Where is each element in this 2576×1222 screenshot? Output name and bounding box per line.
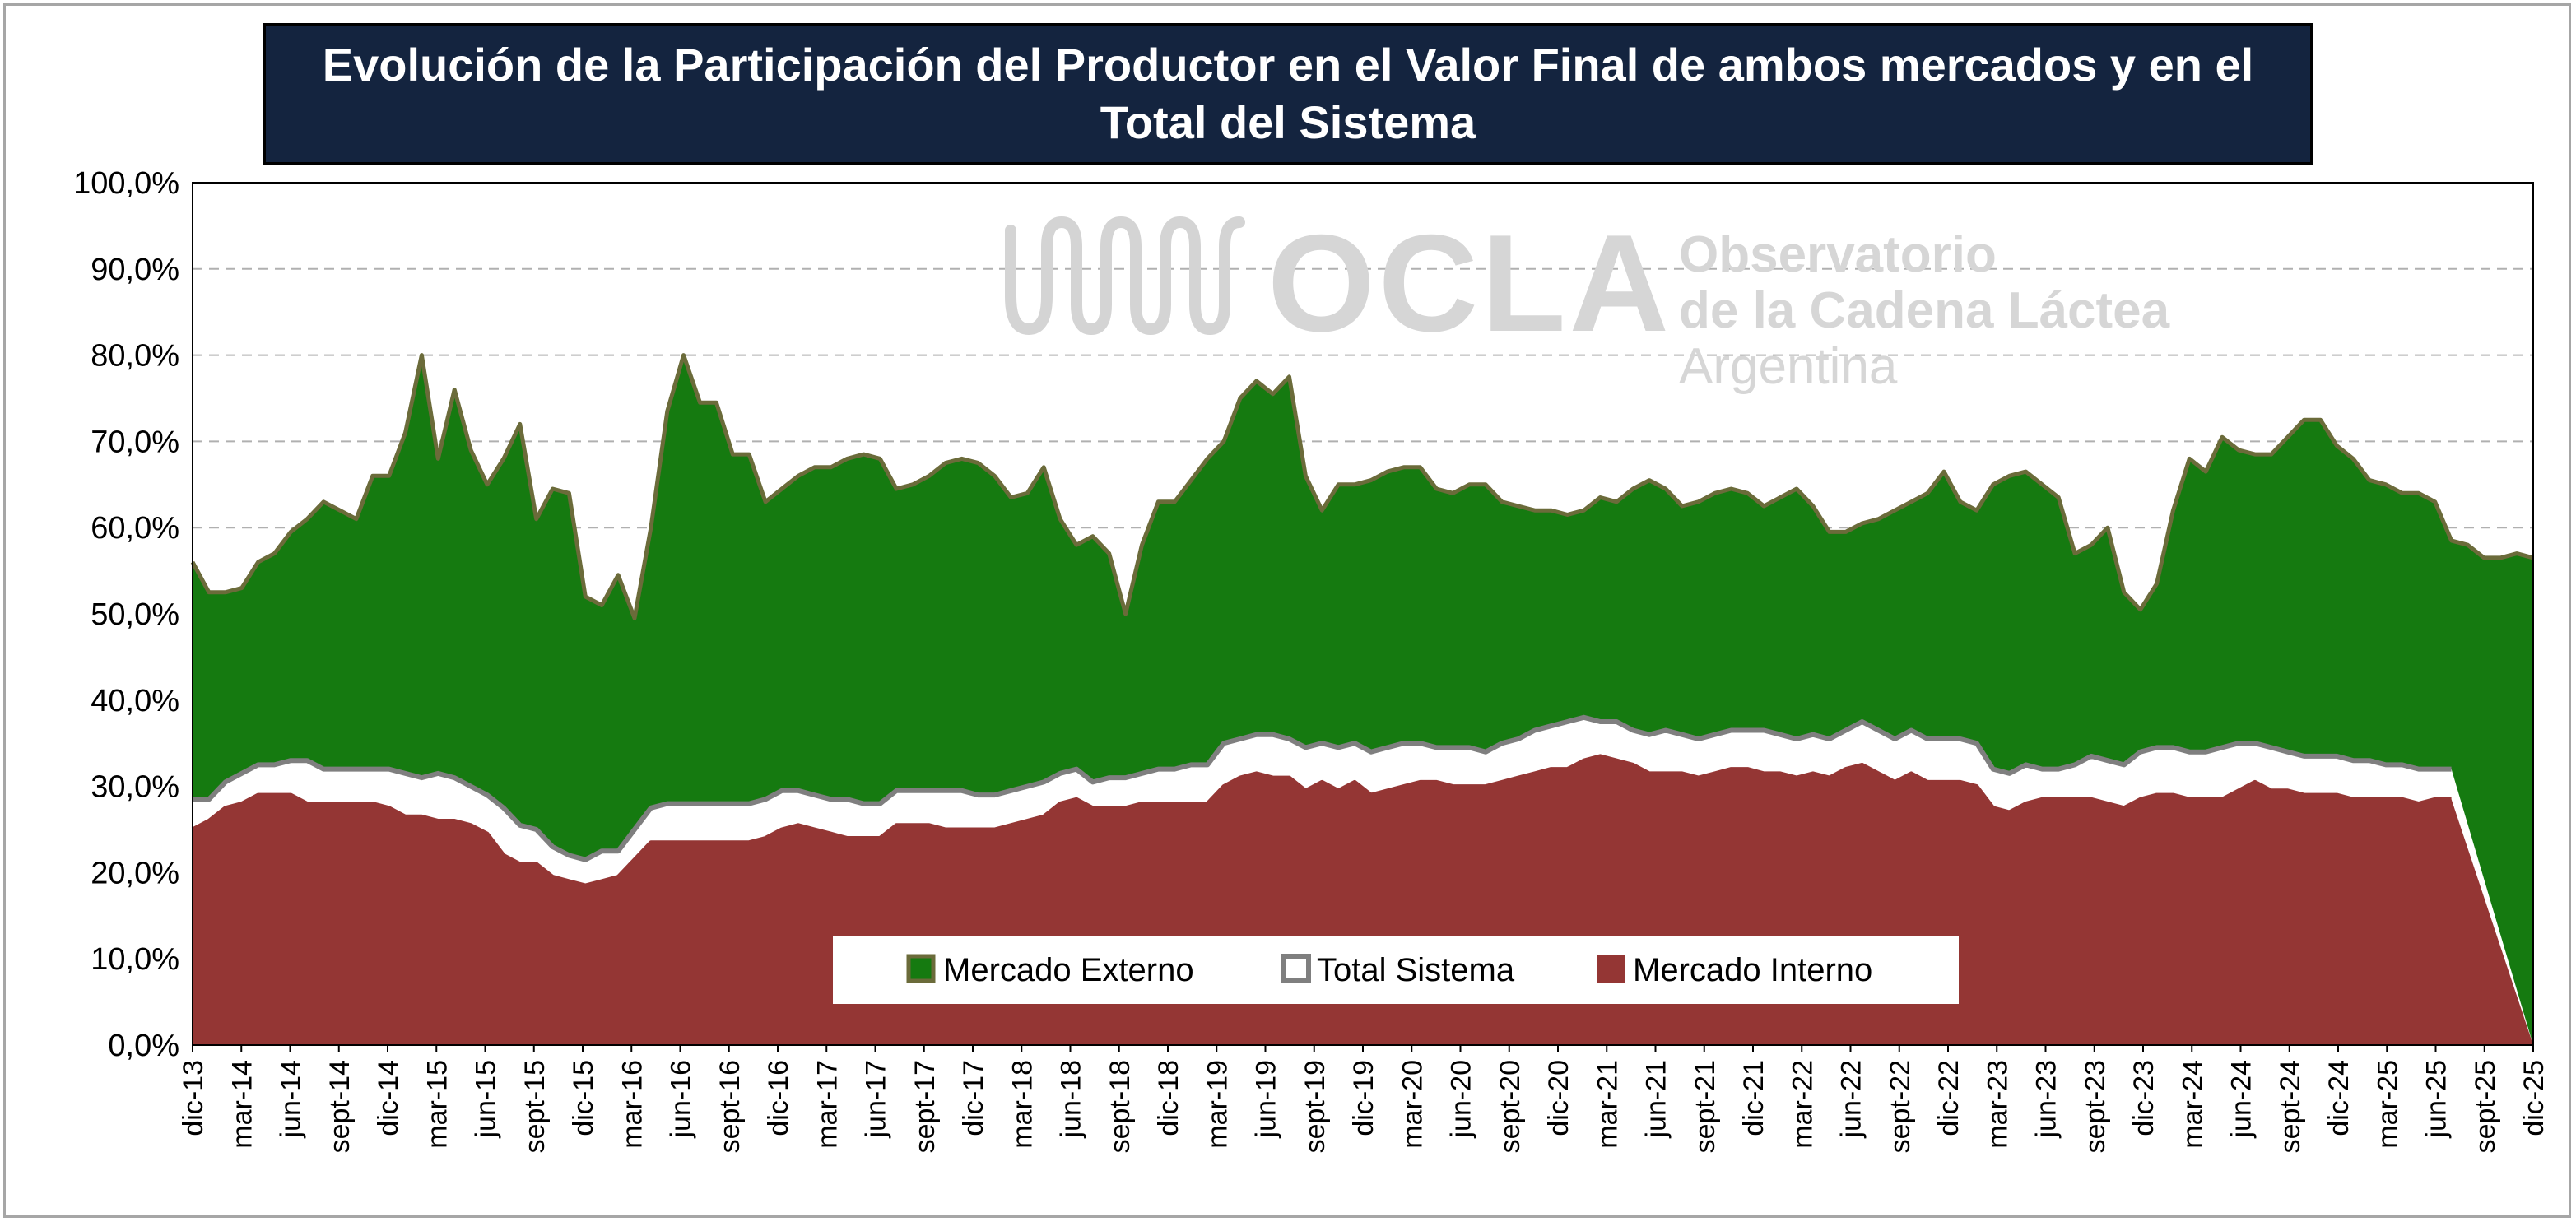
watermark-line1: Observatorio [1679, 226, 1997, 283]
x-tick-label: dic-18 [1153, 1060, 1184, 1136]
y-tick-label: 50,0% [91, 597, 179, 632]
line-mercado-interno [191, 754, 2452, 888]
legend-label-mercado-interno: Mercado Interno [1633, 952, 1872, 988]
y-tick-label: 100,0% [73, 166, 179, 201]
x-tick-label: jun-22 [1836, 1060, 1867, 1139]
x-tick-label: sept-21 [1690, 1060, 1721, 1153]
ocla-watermark-logo: OCLA Observatorio de la Cadena Láctea Ar… [1005, 206, 2170, 395]
legend-swatch-mercado-externo [906, 954, 936, 983]
y-axis: 0,0% 10,0% 20,0% 30,0% 40,0% 50,0% 60,0% 70,0% 8… [73, 166, 179, 1063]
x-tick-label: sept-24 [2275, 1060, 2306, 1153]
legend-swatch-mercado-interno [1597, 955, 1625, 983]
x-tick-label: dic-21 [1738, 1060, 1769, 1136]
y-tick-label: 10,0% [91, 942, 179, 977]
x-tick-label: sept-16 [714, 1060, 746, 1153]
y-tick-label: 70,0% [91, 425, 179, 459]
watermark-line2: de la Cadena Láctea [1679, 282, 2170, 339]
watermark-line3: Argentina [1679, 338, 1898, 395]
x-tick-label: jun-14 [276, 1060, 307, 1139]
y-tick-label: 90,0% [91, 253, 179, 287]
y-tick-label: 0,0% [108, 1029, 179, 1063]
x-tick-label: dic-22 [1933, 1060, 1965, 1136]
x-tick-label: sept-23 [2080, 1060, 2111, 1153]
watermark-acronym: OCLA [1267, 206, 1672, 360]
legend-box [833, 936, 1959, 1004]
legend-label-mercado-externo: Mercado Externo [943, 952, 1194, 988]
line-total-sistema [193, 714, 2452, 862]
x-tick-label: mar-19 [1202, 1060, 1233, 1149]
x-tick-label: jun-16 [666, 1060, 697, 1139]
x-tick-label: mar-18 [1007, 1060, 1038, 1149]
x-tick-label: dic-15 [568, 1060, 599, 1136]
x-tick-label: mar-24 [2177, 1060, 2208, 1149]
chart-title: Evolución de la Participación del Produc… [263, 23, 2313, 165]
x-tick-label: mar-23 [1982, 1060, 2013, 1149]
x-tick-label: mar-22 [1787, 1060, 1818, 1149]
x-tick-label: mar-17 [811, 1060, 843, 1149]
y-tick-label: 40,0% [91, 684, 179, 718]
x-tick-label: mar-15 [421, 1060, 453, 1149]
x-tick-label: mar-21 [1592, 1060, 1623, 1149]
chart-title-text: Evolución de la Participación del Produc… [322, 39, 2254, 148]
x-tick-label: jun-18 [1056, 1060, 1087, 1139]
legend-swatch-total-sistema [1281, 954, 1311, 983]
x-tick-label: dic-17 [958, 1060, 989, 1136]
x-tick-label: dic-16 [763, 1060, 794, 1136]
x-tick-label: jun-15 [471, 1060, 502, 1139]
x-tick-label: jun-17 [861, 1060, 892, 1139]
x-tick-label: sept-18 [1104, 1060, 1136, 1153]
y-tick-label: 80,0% [91, 339, 179, 374]
x-tick-label: mar-14 [226, 1060, 258, 1149]
x-tick-label: sept-25 [2470, 1060, 2501, 1153]
x-tick-label: sept-22 [1885, 1060, 1916, 1153]
x-tick-label: sept-19 [1300, 1060, 1331, 1153]
y-tick-label: 60,0% [91, 511, 179, 546]
x-tick-label: jun-21 [1641, 1060, 1672, 1139]
x-tick-label: sept-20 [1495, 1060, 1526, 1153]
x-tick-label: dic-20 [1543, 1060, 1574, 1136]
x-tick-label: mar-25 [2372, 1060, 2403, 1149]
x-tick-label: jun-20 [1446, 1060, 1477, 1139]
x-tick-label: dic-14 [373, 1060, 404, 1136]
x-tick-label: sept-14 [324, 1060, 356, 1153]
x-axis: dic-13 mar-14 jun-14 sept-14 dic-14 mar-15 jun… [178, 1045, 2550, 1153]
x-tick-label: dic-24 [2323, 1060, 2355, 1136]
y-tick-label: 30,0% [91, 770, 179, 805]
x-tick-label: dic-25 [2518, 1060, 2550, 1136]
legend: Mercado Externo Total Sistema Mercado In… [833, 936, 1959, 1004]
x-tick-label: dic-13 [178, 1060, 209, 1136]
ocla-wave-icon [1005, 216, 1245, 336]
x-tick-label: sept-17 [909, 1060, 941, 1153]
x-tick-label: jun-25 [2421, 1060, 2453, 1139]
x-tick-label: dic-23 [2128, 1060, 2160, 1136]
y-tick-label: 20,0% [91, 856, 179, 890]
x-tick-label: jun-19 [1251, 1060, 1282, 1139]
x-tick-label: mar-20 [1397, 1060, 1428, 1149]
x-tick-label: jun-23 [2031, 1060, 2062, 1139]
legend-label-total-sistema: Total Sistema [1317, 952, 1515, 988]
x-tick-label: jun-24 [2226, 1060, 2257, 1139]
line-mercado-externo [190, 353, 2534, 620]
x-tick-label: dic-19 [1348, 1060, 1379, 1136]
x-tick-label: sept-15 [519, 1060, 551, 1153]
x-tick-label: mar-16 [616, 1060, 648, 1149]
